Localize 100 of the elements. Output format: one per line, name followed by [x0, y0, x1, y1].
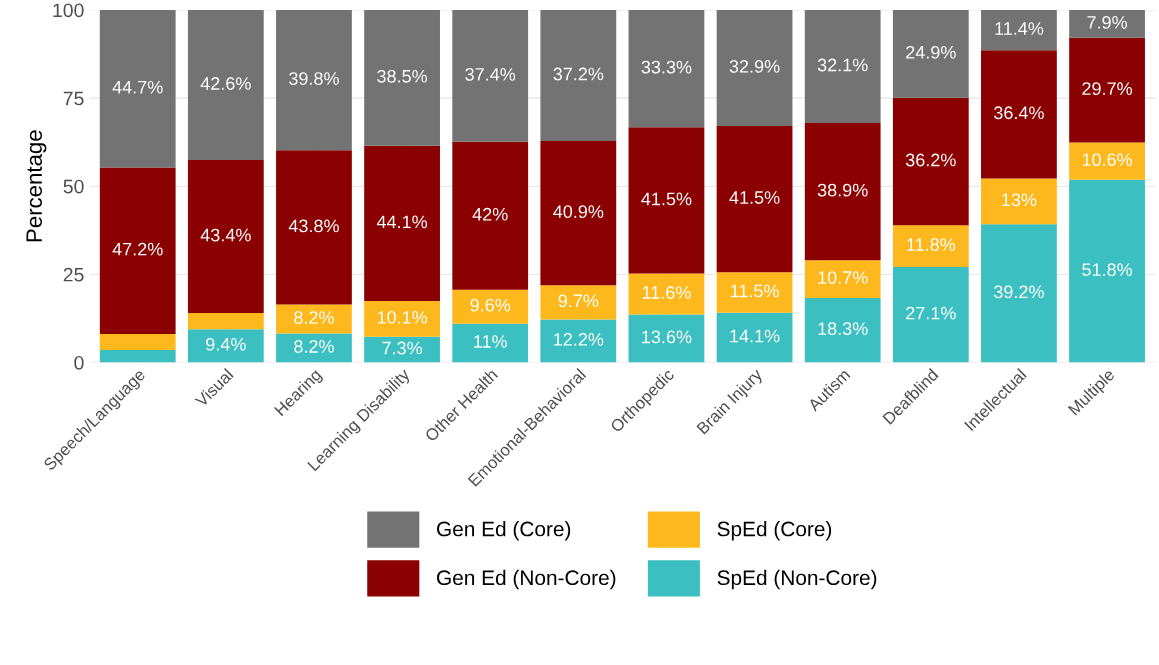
- bar: [452, 323, 529, 363]
- bar: [628, 127, 705, 274]
- data-label: 10.1%: [377, 310, 428, 324]
- data-label: 7.9%: [1087, 15, 1127, 29]
- data-label: 8.2%: [294, 311, 334, 324]
- data-label: 47.2%: [112, 242, 163, 256]
- bar: [187, 329, 264, 363]
- data-label: 43.4%: [200, 228, 251, 242]
- bar: [716, 312, 793, 363]
- bar: [981, 50, 1057, 179]
- bar: [187, 9, 264, 161]
- data-label: 13%: [1002, 193, 1037, 207]
- bar: [1069, 9, 1145, 38]
- bar: [804, 260, 881, 298]
- data-label: 32.9%: [729, 60, 780, 73]
- bar: [892, 266, 969, 363]
- data-label: 44.7%: [112, 80, 163, 94]
- bar: [804, 297, 881, 363]
- y-tick-label: 25: [63, 267, 84, 282]
- data-label: 39.8%: [289, 72, 339, 85]
- bar: [99, 9, 176, 168]
- data-label: 39.2%: [994, 285, 1044, 299]
- bar: [804, 123, 881, 261]
- data-label: 8.2%: [294, 340, 334, 353]
- legend-label: SpEd (Non-Core): [717, 569, 877, 590]
- bar: [452, 289, 529, 324]
- data-label: 38.9%: [817, 183, 868, 197]
- bar: [540, 9, 617, 142]
- data-label: 12.2%: [554, 332, 604, 346]
- bar: [364, 301, 440, 337]
- bar: [1069, 142, 1145, 180]
- bar: [716, 125, 793, 273]
- bar: [276, 150, 352, 305]
- bar: [628, 273, 705, 315]
- bar: [1069, 37, 1145, 143]
- bar: [276, 9, 352, 151]
- bar: [99, 333, 176, 351]
- bar: [187, 313, 264, 330]
- legend-label: Gen Ed (Non-Core): [437, 569, 616, 590]
- bar: [364, 9, 440, 146]
- bar: [99, 167, 176, 334]
- data-label: 33.3%: [641, 60, 692, 74]
- bar: [981, 9, 1057, 51]
- data-label: 14.1%: [730, 329, 780, 343]
- bar: [452, 141, 529, 290]
- data-label: 43.8%: [288, 219, 339, 233]
- bar: [364, 336, 440, 363]
- data-label: 9.7%: [558, 294, 599, 308]
- bar: [892, 9, 969, 98]
- data-label: 37.4%: [465, 67, 516, 81]
- data-label: 9.4%: [206, 337, 246, 351]
- data-label: 7.3%: [382, 341, 423, 355]
- bar: [540, 285, 617, 320]
- legend-label: Gen Ed (Core): [437, 521, 571, 541]
- data-label: 29.7%: [1082, 82, 1133, 95]
- y-axis-title: Percentage: [26, 130, 47, 242]
- bar: [716, 272, 793, 313]
- bar: [364, 145, 440, 302]
- data-label: 37.2%: [553, 67, 604, 81]
- legend-label: SpEd (Core): [717, 521, 832, 541]
- data-label: 10.6%: [1082, 153, 1133, 167]
- data-label: 11.5%: [731, 284, 779, 298]
- data-label: 18.3%: [818, 322, 868, 336]
- data-label: 42%: [472, 207, 508, 221]
- data-label: 11.4%: [995, 22, 1044, 35]
- bar: [716, 9, 793, 126]
- bar: [452, 9, 529, 142]
- y-tick-label: 75: [63, 91, 84, 106]
- y-tick-label: 0: [74, 355, 84, 370]
- data-label: 41.5%: [729, 191, 780, 204]
- data-label: 24.9%: [906, 45, 956, 59]
- bar: [99, 350, 176, 363]
- data-label: 38.5%: [377, 69, 428, 83]
- bar: [276, 333, 352, 363]
- data-label: 11.8%: [907, 238, 956, 251]
- bar: [892, 225, 969, 267]
- y-tick-label: 50: [63, 179, 84, 194]
- data-label: 41.5%: [641, 192, 692, 206]
- bar: [540, 319, 617, 363]
- data-label: 40.9%: [553, 205, 604, 219]
- bar: [981, 224, 1057, 363]
- data-label: 36.2%: [905, 153, 956, 167]
- bar: [540, 141, 617, 286]
- data-label: 42.6%: [200, 77, 251, 90]
- bar: [1069, 179, 1145, 363]
- bar: [892, 97, 969, 226]
- bar: [187, 160, 264, 314]
- data-label: 36.4%: [994, 106, 1044, 120]
- data-label: 27.1%: [906, 306, 956, 320]
- data-label: 44.1%: [376, 215, 428, 229]
- data-label: 10.7%: [818, 271, 868, 284]
- data-label: 13.6%: [642, 330, 692, 344]
- data-label: 32.1%: [817, 58, 868, 72]
- data-label: 9.6%: [470, 298, 511, 312]
- data-label: 51.8%: [1082, 263, 1133, 276]
- bar: [628, 314, 705, 363]
- y-tick-label: 100: [53, 3, 84, 18]
- bar: [804, 9, 881, 124]
- bar: [628, 9, 705, 128]
- data-label: 11.6%: [642, 286, 691, 299]
